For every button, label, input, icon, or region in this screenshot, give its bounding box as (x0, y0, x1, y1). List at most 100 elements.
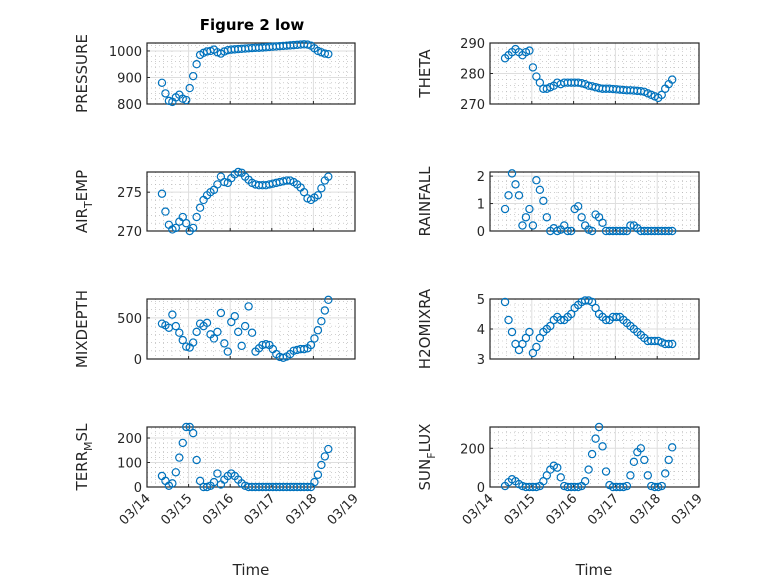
y-tick-label: 270 (117, 225, 142, 240)
x-tick-label: 03/18 (283, 491, 320, 528)
data-point (192, 212, 201, 222)
data-point (317, 316, 326, 326)
data-point (500, 297, 510, 307)
x-tick-label: 03/15 (502, 491, 539, 528)
y-tick-label: 100 (117, 457, 142, 472)
data-point (299, 187, 309, 197)
data-point (657, 481, 666, 491)
subplot-rainfall: 0 1 2 RAINFALL (416, 166, 700, 240)
y-axis-label: TERRMSL (73, 423, 95, 492)
data-point (514, 191, 524, 200)
data-point (532, 482, 541, 492)
data-point (542, 213, 552, 222)
data-point (157, 78, 167, 87)
data-point (168, 479, 177, 488)
y-tick-label: 0 (134, 353, 142, 368)
x-tick-label: 03/18 (627, 491, 664, 528)
data-point (511, 180, 520, 189)
data-point (504, 191, 513, 200)
axes-box (489, 42, 700, 105)
data-point (640, 455, 649, 465)
data-point (192, 455, 201, 465)
subplot-terr-msl: 0 100 200 03/14 03/15 03/16 03/17 03/18 03/19 TER… (73, 422, 362, 528)
data-point (157, 189, 167, 198)
data-point (178, 212, 187, 222)
y-axis-label: H2OMIXRA (416, 288, 434, 369)
data-point (500, 204, 510, 214)
y-tick-label: 900 (117, 71, 142, 86)
y-axis-label: RAINFALL (416, 166, 434, 237)
y-tick-label: 500 (117, 312, 142, 327)
data-point (598, 218, 607, 227)
y-tick-label: 4 (477, 323, 485, 338)
data-point (535, 333, 545, 343)
axes-box (489, 171, 700, 232)
data-point (567, 309, 576, 319)
x-tick-label: 03/14 (460, 491, 497, 528)
data-point (535, 185, 545, 195)
y-axis-label: THETA (416, 49, 434, 99)
data-point (525, 204, 534, 214)
data-point (320, 306, 330, 315)
subplot-h2omixra: 3 4 5 H2OMIXRA (416, 288, 700, 369)
data-point (240, 321, 250, 331)
data-point (518, 339, 527, 349)
data-point (237, 341, 246, 351)
data-point (528, 348, 538, 358)
x-tick-label: 03/15 (158, 491, 195, 528)
axes-box (146, 298, 356, 360)
data-point (178, 438, 187, 448)
data-point (317, 460, 326, 470)
x-tick-label: 03/16 (543, 491, 580, 528)
data-point (622, 481, 632, 491)
subplot-sun-flux: 0 200 03/14 03/15 03/16 03/17 03/18 03/19 SUNFLU… (416, 422, 706, 528)
data-point (185, 83, 194, 93)
data-point (324, 295, 333, 305)
y-tick-label: 0 (134, 481, 142, 496)
y-tick-label: 200 (117, 432, 142, 447)
y-tick-label: 290 (460, 37, 485, 52)
data-point (507, 169, 517, 178)
data-point (636, 444, 646, 453)
data-point (612, 312, 621, 322)
x-tick-label: 03/19 (325, 491, 362, 528)
y-tick-label: 270 (460, 98, 485, 113)
data-point (324, 444, 333, 454)
data-point (230, 312, 239, 321)
y-axis-label: AIRTEMP (73, 170, 95, 233)
data-point (178, 335, 187, 345)
data-point (303, 40, 312, 49)
data-point (629, 457, 639, 467)
data-point (310, 477, 319, 487)
data-point (626, 221, 635, 230)
y-tick-label: 3 (477, 353, 485, 368)
data-point (591, 303, 600, 313)
data-point (175, 453, 184, 462)
data-point (619, 482, 628, 492)
data-point (209, 334, 219, 343)
plot-area (147, 427, 355, 487)
subplot-mixdepth: 0 500 MIXDEPTH (73, 290, 356, 368)
data-point (573, 482, 583, 492)
data-point (188, 223, 198, 233)
data-point (521, 213, 531, 222)
data-point (175, 328, 184, 337)
data-point (507, 327, 517, 337)
data-point (504, 315, 513, 325)
data-point (223, 347, 233, 356)
subplots: 8009001000PRESSURE270275AIRTEMP0500MIXDE… (73, 34, 706, 528)
data-point (182, 219, 191, 228)
x-tick-label: 03/17 (585, 491, 622, 528)
x-axis-label-right: Time (575, 561, 613, 579)
y-tick-label: 0 (477, 481, 485, 496)
data-point (532, 176, 541, 185)
data-point (220, 177, 229, 187)
y-tick-label: 275 (117, 186, 142, 201)
data-point (220, 339, 229, 348)
data-point (161, 89, 170, 98)
plot-area (147, 172, 355, 231)
data-point (601, 467, 611, 476)
data-point (626, 471, 635, 480)
data-point (320, 452, 330, 461)
